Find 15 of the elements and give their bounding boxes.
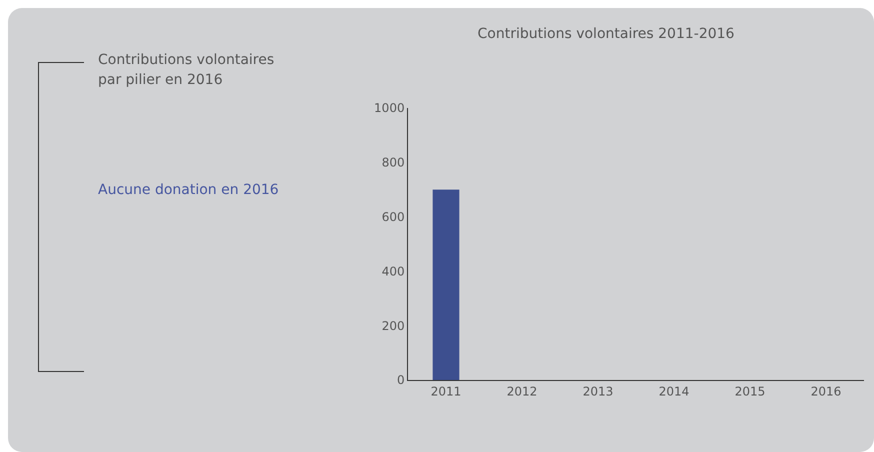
x-tick-label: 2014	[658, 384, 690, 398]
y-tick-label: 400	[382, 264, 405, 278]
x-tick-label: 2016	[810, 384, 842, 398]
x-tick-label: 2011	[430, 384, 462, 398]
chart-title: Contributions volontaires 2011-2016	[478, 26, 735, 42]
y-tick-label: 600	[382, 210, 405, 224]
text: Contributions volontaires par pilier en 2016	[98, 51, 276, 90]
text: Aucune donation en 2016	[98, 182, 280, 198]
y-tick-label: 200	[382, 318, 405, 333]
x-tick-label: 2015	[734, 384, 766, 398]
y-tick-label: 0	[396, 373, 405, 388]
y-tick-label: 1000	[374, 101, 405, 116]
y-tick-label: 800	[382, 156, 405, 170]
x-tick-label: 2013	[582, 384, 614, 398]
x-tick-label: 2012	[506, 384, 538, 398]
